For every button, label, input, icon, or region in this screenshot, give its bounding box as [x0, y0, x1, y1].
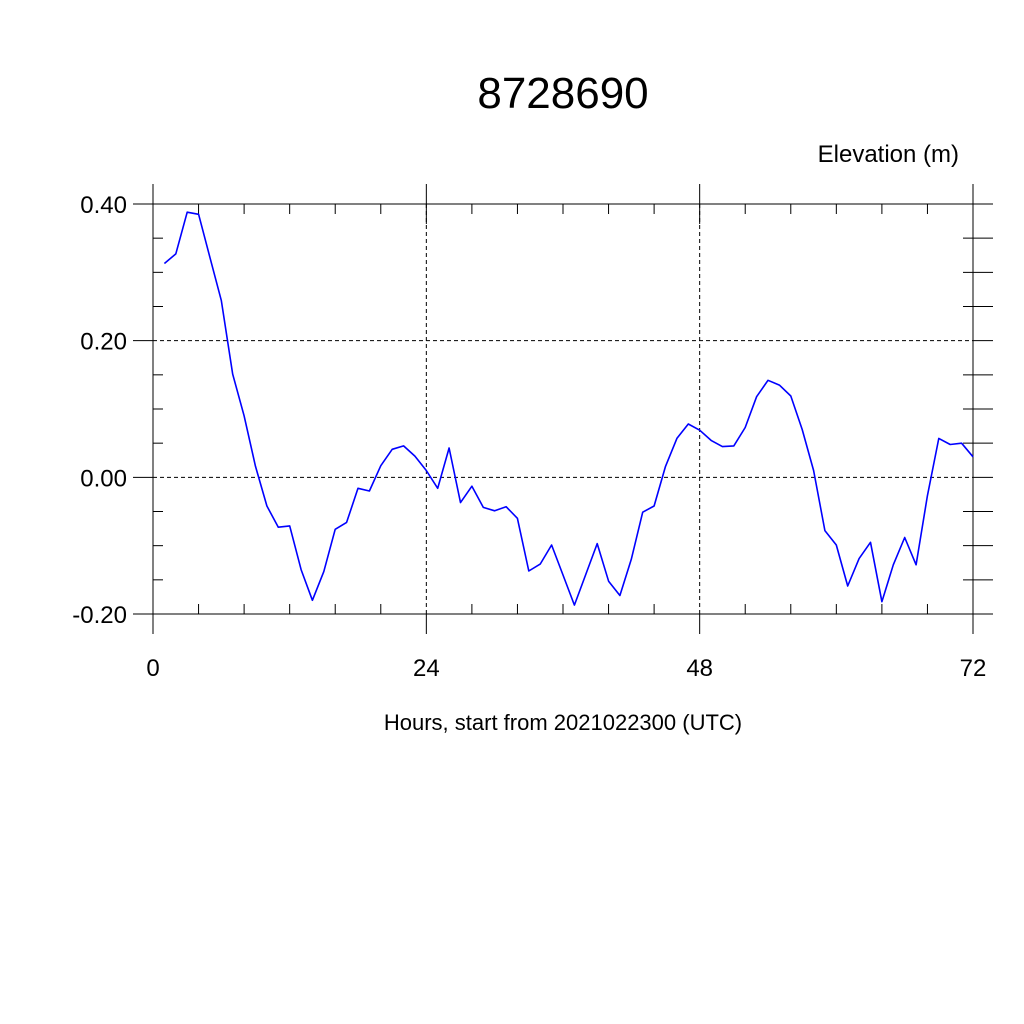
chart-title: 8728690 [477, 69, 648, 118]
y-axis-label: Elevation (m) [818, 141, 959, 168]
tick-labels: 0 24 48 72 -0.20 0.00 0.20 0.40 [72, 192, 986, 682]
y-tick-label: 0.20 [80, 329, 127, 356]
x-axis-label: Hours, start from 2021022300 (UTC) [384, 710, 742, 735]
y-tick-label: 0.00 [80, 465, 127, 492]
plot-frame [152, 203, 974, 615]
x-tick-label: 24 [413, 655, 440, 682]
elevation-series-line [163, 211, 974, 606]
x-tick-label: 0 [146, 655, 159, 682]
x-tick-label: 72 [960, 655, 987, 682]
x-tick-label: 48 [686, 655, 713, 682]
grid-lines [152, 203, 974, 615]
y-tick-label: 0.40 [80, 192, 127, 219]
axis-ticks [133, 184, 993, 634]
series-layer [163, 211, 974, 606]
y-tick-label: -0.20 [72, 602, 127, 629]
